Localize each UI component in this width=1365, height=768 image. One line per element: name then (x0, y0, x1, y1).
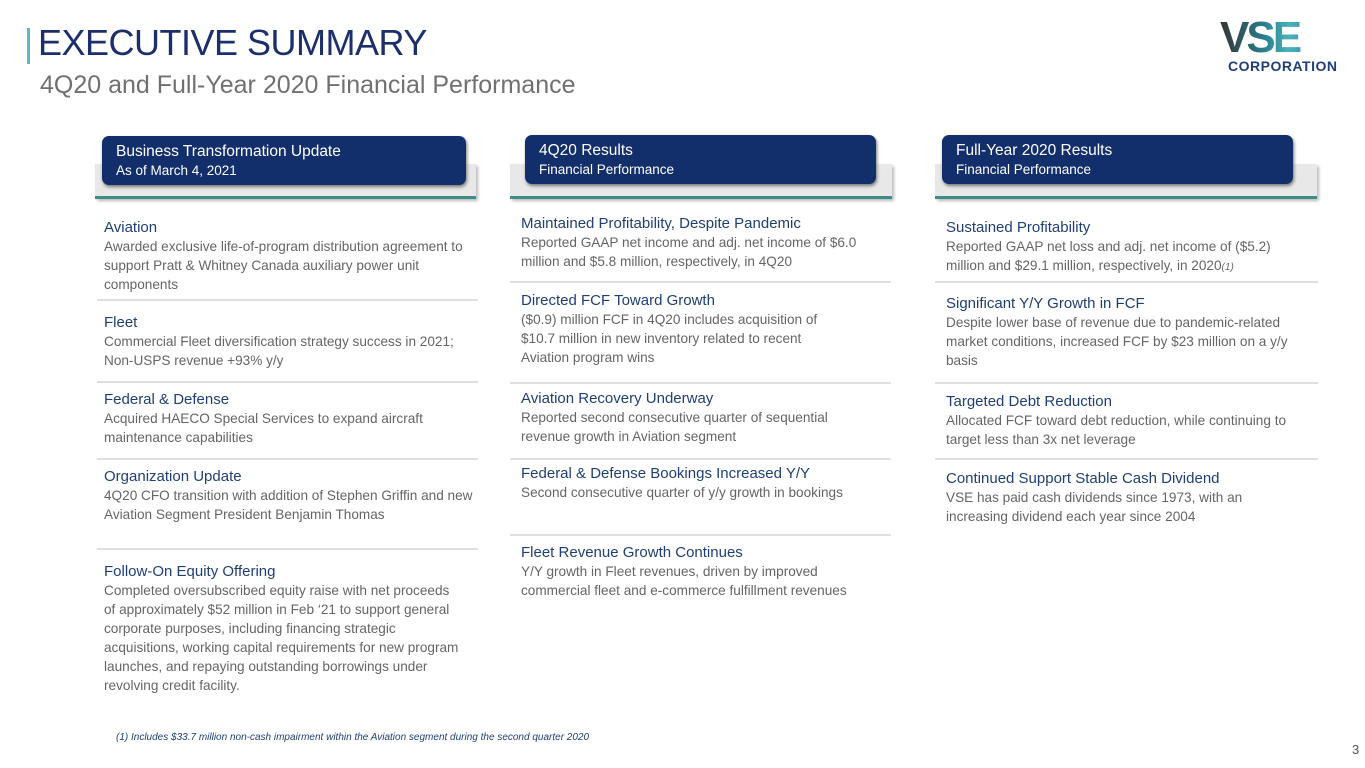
list-item: Sustained Profitability Reported GAAP net… (946, 218, 1291, 277)
list-item: Federal & Defense Acquired HAECO Special … (104, 390, 484, 447)
item-title: Targeted Debt Reduction (946, 393, 1112, 410)
divider (935, 281, 1318, 283)
item-title: Aviation (104, 219, 158, 236)
item-title: Federal & Defense (104, 391, 230, 408)
column-header-business: Business Transformation Update As of Mar… (102, 136, 466, 185)
divider (97, 458, 478, 460)
list-item: Continued Support Stable Cash Dividend VS… (946, 469, 1276, 526)
item-text: ($0.9) million FCF in 4Q20 includes acqu… (521, 312, 818, 365)
divider (510, 458, 891, 460)
item-text: Allocated FCF toward debt reduction, whi… (946, 413, 1287, 447)
list-item: Organization Update 4Q20 CFO transition w… (104, 467, 484, 524)
page-title: EXECUTIVE SUMMARY (38, 22, 427, 63)
list-item: Follow-On Equity Offering Completed overs… (104, 562, 464, 695)
column-subheading: Financial Performance (539, 162, 675, 177)
list-item: Targeted Debt Reduction Allocated FCF tow… (946, 392, 1301, 449)
item-text: Despite lower base of revenue due to pan… (946, 315, 1288, 368)
column-heading: Full-Year 2020 Results (956, 142, 1113, 159)
item-text: Reported GAAP net loss and adj. net inco… (946, 237, 1291, 277)
item-text: Completed oversubscribed equity raise wi… (104, 583, 459, 693)
item-title: Sustained Profitability (946, 219, 1091, 236)
footnote: (1) Includes $33.7 million non-cash impa… (116, 732, 590, 743)
item-text: Commercial Fleet diversification strateg… (104, 334, 454, 368)
list-item: Significant Y/Y Growth in FCF Despite low… (946, 294, 1316, 370)
list-item: Fleet Commercial Fleet diversification st… (104, 313, 484, 370)
item-text: Reported second consecutive quarter of s… (521, 410, 828, 444)
item-text: Second consecutive quarter of y/y growth… (521, 485, 843, 500)
item-text: Acquired HAECO Special Services to expan… (104, 411, 423, 445)
page-number: 3 (1352, 742, 1360, 757)
item-text-body: Reported GAAP net loss and adj. net inco… (946, 239, 1271, 273)
item-title: Fleet Revenue Growth Continues (521, 544, 743, 561)
list-item: Maintained Profitability, Despite Pandem… (521, 214, 861, 271)
item-title: Fleet (104, 314, 138, 331)
item-title: Federal & Defense Bookings Increased Y/Y (521, 465, 811, 482)
column-subheading: As of March 4, 2021 (116, 163, 237, 178)
item-title: Directed FCF Toward Growth (521, 292, 715, 309)
divider (935, 458, 1318, 460)
item-title: Organization Update (104, 468, 242, 485)
item-title: Continued Support Stable Cash Dividend (946, 470, 1220, 487)
item-title: Aviation Recovery Underway (521, 390, 714, 407)
item-title: Maintained Profitability, Despite Pandem… (521, 215, 801, 232)
list-item: Fleet Revenue Growth Continues Y/Y growth… (521, 543, 861, 600)
column-heading: 4Q20 Results (539, 142, 633, 159)
item-title: Significant Y/Y Growth in FCF (946, 295, 1145, 312)
divider (97, 381, 478, 383)
vse-logo: VSE CORPORATION (1220, 13, 1338, 75)
list-item: Aviation Recovery Underway Reported secon… (521, 389, 866, 446)
divider (97, 548, 478, 550)
divider (510, 382, 891, 384)
footnote-ref: (1) (1221, 262, 1234, 273)
column-header-fy2020: Full-Year 2020 Results Financial Perform… (942, 135, 1293, 184)
list-item: Federal & Defense Bookings Increased Y/Y… (521, 464, 851, 502)
item-text: 4Q20 CFO transition with addition of Ste… (104, 488, 473, 522)
page-subtitle: 4Q20 and Full-Year 2020 Financial Perfor… (40, 71, 576, 99)
divider (935, 382, 1318, 384)
list-item: Aviation Awarded exclusive life-of-progra… (104, 218, 484, 294)
item-title: Follow-On Equity Offering (104, 563, 276, 580)
list-item: Directed FCF Toward Growth ($0.9) million… (521, 291, 851, 367)
item-text: Awarded exclusive life-of-program distri… (104, 239, 463, 292)
divider (97, 299, 478, 301)
item-text: Reported GAAP net income and adj. net in… (521, 235, 857, 269)
item-text: Y/Y growth in Fleet revenues, driven by … (521, 564, 847, 598)
column-heading: Business Transformation Update (116, 143, 341, 160)
item-text: VSE has paid cash dividends since 1973, … (946, 490, 1243, 524)
column-subheading: Financial Performance (956, 162, 1092, 177)
title-accent-bar (27, 28, 30, 64)
divider (510, 281, 891, 283)
divider (510, 534, 891, 536)
column-header-4q20: 4Q20 Results Financial Performance (525, 135, 876, 184)
